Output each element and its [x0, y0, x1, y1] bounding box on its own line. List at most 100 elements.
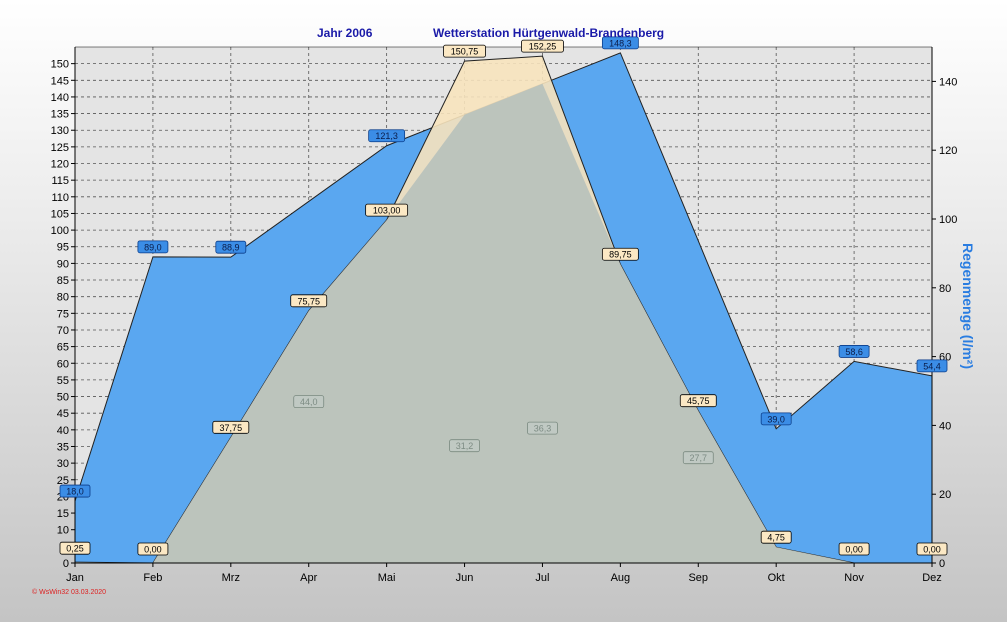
y-left-tick-label: 65 [57, 342, 69, 354]
x-tick-label: Mrz [222, 572, 240, 584]
data-label: 121,3 [375, 131, 398, 141]
y-left-tick-label: 60 [57, 358, 69, 370]
x-tick-label: Jul [535, 572, 549, 584]
data-label-box [601, 247, 639, 261]
data-label: 31,2 [456, 441, 474, 451]
data-label-box [760, 412, 792, 426]
data-label: 44,0 [300, 397, 318, 407]
y-left-tick-label: 145 [51, 75, 69, 87]
y-left-tick-label: 40 [57, 425, 69, 437]
y-right-tick-label: 100 [939, 214, 957, 226]
data-label: 45,75 [687, 396, 710, 406]
y-left-tick-label: 115 [51, 175, 69, 187]
footer-credit: © WsWin32 03.03.2020 [32, 589, 107, 596]
data-label-box [137, 542, 169, 556]
data-label: 54,4 [923, 361, 941, 371]
data-label-box [59, 484, 91, 498]
y-left-tick-label: 75 [57, 308, 69, 320]
data-label: 4,75 [767, 533, 785, 543]
data-label-box [59, 541, 91, 555]
x-tick-label: Jan [66, 572, 84, 584]
y-left-tick-label: 100 [51, 225, 69, 237]
y-left-tick-label: 140 [51, 92, 69, 104]
x-tick-label: Aug [611, 572, 631, 584]
y-left-tick-label: 10 [57, 525, 69, 537]
y-right-tick-label: 140 [939, 76, 957, 88]
chart-year-title: Jahr 2006 [317, 26, 373, 40]
y-left-tick-label: 45 [57, 408, 69, 420]
x-tick-label: Okt [768, 572, 785, 584]
data-label: 0,00 [845, 545, 863, 555]
y-right-tick-label: 120 [939, 145, 957, 157]
x-tick-label: Jun [456, 572, 474, 584]
y-left-tick-label: 55 [57, 375, 69, 387]
data-label: 150,75 [451, 47, 479, 57]
data-label: 39,0 [767, 414, 785, 424]
data-label: 37,75 [220, 423, 243, 433]
x-tick-label: Mai [378, 572, 396, 584]
data-label: 152,25 [529, 42, 557, 52]
y-right-tick-label: 40 [939, 420, 951, 432]
y-left-tick-label: 80 [57, 292, 69, 304]
data-label-box [760, 530, 792, 544]
data-label: 148,3 [609, 38, 632, 48]
y-left-tick-label: 125 [51, 142, 69, 154]
data-label-box [293, 395, 325, 409]
data-label-box [679, 394, 717, 408]
data-label-box [365, 203, 409, 217]
data-label-box [521, 39, 564, 53]
x-tick-label: Dez [922, 572, 942, 584]
y-left-tick-label: 130 [51, 125, 69, 137]
x-tick-label: Nov [844, 572, 864, 584]
y-left-tick-label: 135 [51, 109, 69, 121]
y-left-tick-label: 35 [57, 441, 69, 453]
data-label-box [838, 542, 870, 556]
data-label-box [212, 420, 250, 434]
data-label: 0,00 [923, 545, 941, 555]
data-label: 88,9 [222, 243, 240, 253]
y-left-tick-label: 15 [57, 508, 69, 520]
y-left-tick-label: 30 [57, 458, 69, 470]
data-label-box [449, 439, 480, 453]
data-label-box [916, 359, 948, 373]
data-label: 58,6 [845, 347, 863, 357]
data-label: 0,25 [66, 544, 84, 554]
x-tick-label: Sep [688, 572, 708, 584]
y-left-tick-label: 50 [57, 392, 69, 404]
chart-station-title: Wetterstation Hürtgenwald-Brandenberg [433, 26, 665, 40]
y-axis-right-label: Regenmenge (l/m²) [960, 242, 976, 370]
y-left-tick-label: 120 [51, 159, 69, 171]
y-left-tick-label: 25 [57, 475, 69, 487]
data-label-box [290, 294, 328, 308]
y-right-tick-label: 20 [939, 489, 951, 501]
data-label-box [137, 240, 169, 254]
y-left-tick-label: 110 [51, 192, 69, 204]
data-label: 36,3 [534, 424, 552, 434]
data-label-box [527, 421, 558, 435]
data-label-box [916, 542, 948, 556]
series-overlap-area [75, 83, 932, 564]
data-label: 103,00 [373, 206, 401, 216]
data-label: 89,75 [609, 250, 632, 260]
data-label-box [682, 451, 714, 465]
data-label: 0,00 [144, 545, 162, 555]
data-label-box [443, 44, 486, 58]
x-tick-label: Feb [143, 572, 162, 584]
data-label: 18,0 [66, 487, 84, 497]
x-tick-label: Apr [300, 572, 317, 584]
y-right-tick-label: 80 [939, 283, 951, 295]
y-left-tick-label: 90 [57, 258, 69, 270]
data-label: 89,0 [144, 242, 162, 252]
y-left-tick-label: 95 [57, 242, 69, 254]
data-label-box [368, 129, 406, 143]
y-left-tick-label: 105 [51, 208, 69, 220]
y-left-tick-label: 85 [57, 275, 69, 287]
data-label: 75,75 [297, 296, 320, 306]
y-left-tick-label: 150 [51, 59, 69, 71]
data-label: 27,7 [690, 453, 708, 463]
y-right-tick-label: 0 [939, 558, 945, 570]
data-label-box [215, 240, 247, 254]
data-label-box [601, 36, 639, 50]
y-left-tick-label: 70 [57, 325, 69, 337]
